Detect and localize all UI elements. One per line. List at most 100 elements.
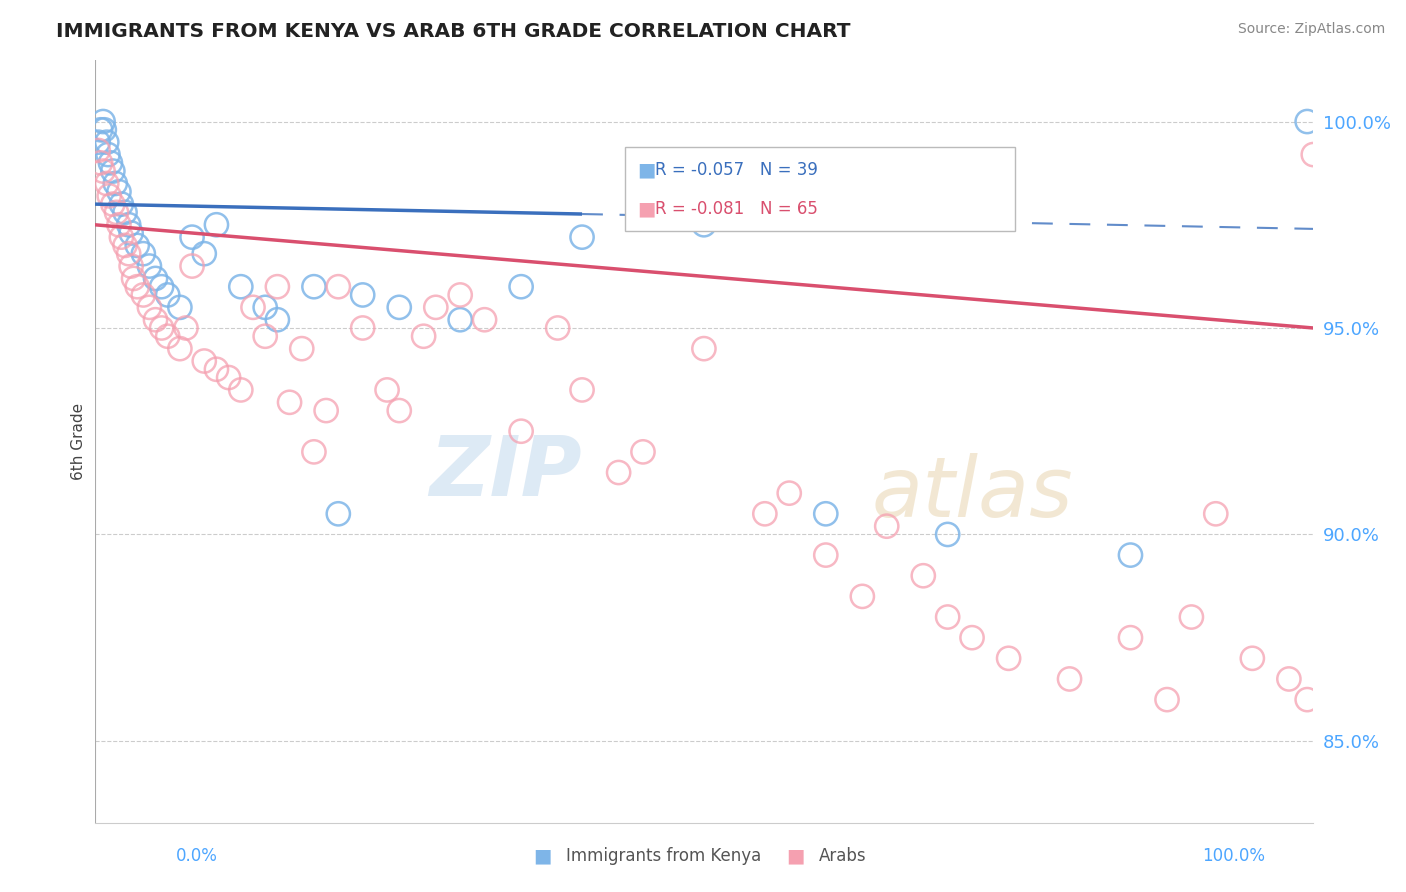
Point [1205,507,1227,521]
Point [97,147,120,161]
Text: R = -0.057   N = 39: R = -0.057 N = 39 [655,161,818,179]
Point [114,238,136,252]
Point [91,164,114,178]
Text: 100.0%: 100.0% [1202,847,1265,865]
Point [98,189,121,203]
Point [229,279,252,293]
Point [150,279,173,293]
Text: ■: ■ [533,847,551,865]
Text: ■: ■ [637,161,655,180]
Point [936,527,959,541]
Point [169,342,191,356]
Point [120,259,142,273]
Point [91,114,114,128]
Point [814,548,837,562]
Point [1119,631,1142,645]
Point [302,445,325,459]
Point [291,342,314,356]
Point [87,135,110,149]
Point [631,445,654,459]
Point [132,288,155,302]
Point [778,486,800,500]
Text: IMMIGRANTS FROM KENYA VS ARAB 6TH GRADE CORRELATION CHART: IMMIGRANTS FROM KENYA VS ARAB 6TH GRADE … [56,22,851,41]
Point [96,135,118,149]
Y-axis label: 6th Grade: 6th Grade [72,403,86,480]
Point [205,362,228,376]
Text: 0.0%: 0.0% [176,847,218,865]
Point [266,312,288,326]
Point [138,301,160,315]
Point [118,218,141,232]
Point [205,218,228,232]
Point [96,177,118,191]
Point [352,288,374,302]
Text: Immigrants from Kenya: Immigrants from Kenya [565,847,761,865]
Point [328,279,350,293]
Point [93,123,115,137]
Point [571,383,593,397]
Point [193,246,215,260]
Point [302,279,325,293]
Text: ■: ■ [786,847,806,865]
Point [156,329,179,343]
Text: Source: ZipAtlas.com: Source: ZipAtlas.com [1237,22,1385,37]
Point [156,288,179,302]
Point [138,259,160,273]
Point [266,279,288,293]
Text: R = -0.081   N = 65: R = -0.081 N = 65 [655,200,818,218]
Point [1296,114,1319,128]
Point [693,218,716,232]
Point [120,226,142,240]
Text: ■: ■ [637,199,655,218]
Point [122,271,145,285]
Point [449,288,471,302]
Point [169,301,191,315]
Point [108,218,131,232]
Point [1296,692,1319,706]
Point [87,144,110,158]
Point [127,279,149,293]
Point [1180,610,1202,624]
Point [328,507,350,521]
Point [118,246,141,260]
Point [1241,651,1264,665]
Point [150,321,173,335]
Point [229,383,252,397]
Point [254,329,277,343]
Point [127,238,149,252]
Point [607,466,630,480]
Point [193,354,215,368]
Point [851,590,873,604]
Point [181,230,204,244]
Point [936,610,959,624]
Point [547,321,569,335]
Point [101,197,124,211]
Point [876,519,898,533]
Point [145,271,167,285]
Point [510,424,533,438]
Point [181,259,204,273]
Point [114,205,136,219]
Point [1059,672,1081,686]
Point [132,246,155,260]
Point [1278,672,1301,686]
Point [101,164,124,178]
Text: ZIP: ZIP [429,432,582,513]
Point [693,342,716,356]
Point [1302,147,1324,161]
Point [814,507,837,521]
Point [218,370,240,384]
Point [1156,692,1178,706]
Point [108,185,131,199]
Point [254,301,277,315]
FancyBboxPatch shape [624,147,1015,231]
Point [110,230,132,244]
Point [510,279,533,293]
Point [912,568,935,582]
Point [105,205,128,219]
Point [449,312,471,326]
Text: Arabs: Arabs [818,847,866,865]
Point [388,301,411,315]
Point [754,507,776,521]
Point [474,312,496,326]
